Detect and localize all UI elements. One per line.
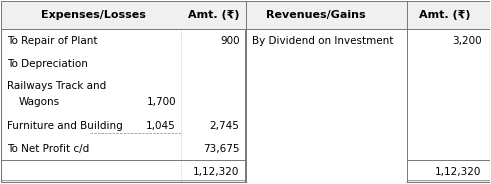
Text: 900: 900: [220, 36, 240, 45]
Text: Railways Track and: Railways Track and: [6, 81, 106, 91]
Text: Amt. (₹): Amt. (₹): [419, 10, 471, 20]
Text: To Net Profit c/d: To Net Profit c/d: [6, 144, 89, 154]
Text: Expenses/Losses: Expenses/Losses: [41, 10, 146, 20]
Text: Revenues/Gains: Revenues/Gains: [266, 10, 366, 20]
Text: 1,700: 1,700: [146, 97, 176, 107]
Text: 1,045: 1,045: [146, 121, 176, 131]
Text: 2,745: 2,745: [210, 121, 240, 131]
Text: Amt. (₹): Amt. (₹): [188, 10, 240, 20]
Text: 3,200: 3,200: [452, 36, 482, 45]
Text: To Repair of Plant: To Repair of Plant: [6, 36, 97, 45]
Text: Furniture and Building: Furniture and Building: [6, 121, 122, 131]
Text: To Depreciation: To Depreciation: [6, 59, 87, 69]
Text: 73,675: 73,675: [203, 144, 240, 154]
Text: By Dividend on Investment: By Dividend on Investment: [252, 36, 394, 45]
Bar: [0, 1, 491, 29]
Text: Wagons: Wagons: [19, 97, 60, 107]
Text: 1,12,320: 1,12,320: [193, 167, 240, 177]
Text: 1,12,320: 1,12,320: [435, 167, 482, 177]
